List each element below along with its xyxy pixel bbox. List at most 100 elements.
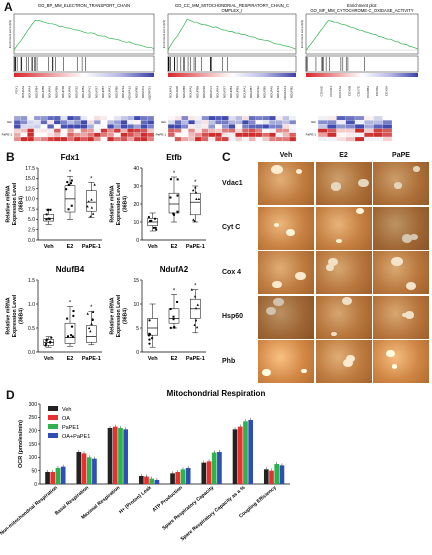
gene-label: NDUFA6 xyxy=(269,86,273,98)
ihc-row-label: Cox 4 xyxy=(222,268,242,276)
heatmap-cell xyxy=(93,132,101,138)
gene-label: NDUFB5 xyxy=(114,86,118,98)
bar xyxy=(274,464,280,484)
y-tick-label: 12.5 xyxy=(25,186,35,192)
ihc-vessel xyxy=(356,207,364,214)
heatmap-cell xyxy=(289,136,297,142)
heatmap-label-veh: Veh xyxy=(161,120,167,124)
heatmap-cell xyxy=(382,132,393,138)
heatmap-cell xyxy=(33,115,41,121)
gene-label: NDUFA13 xyxy=(283,86,287,100)
heatmap-cell xyxy=(127,115,135,121)
bar xyxy=(243,421,248,484)
heatmap-cell xyxy=(140,124,148,129)
heatmap-cell xyxy=(262,128,270,133)
box xyxy=(64,322,76,344)
heatmap-cell xyxy=(27,128,35,133)
heatmap-cell xyxy=(208,115,216,121)
heatmap-cell xyxy=(13,115,21,121)
data-point xyxy=(69,182,72,185)
ihc-vessel xyxy=(358,178,370,188)
heatmap-cell xyxy=(60,132,68,138)
bar xyxy=(185,468,191,484)
gene-label: COX7C xyxy=(357,85,361,96)
gene-label: NDUFS7 xyxy=(222,86,226,98)
heatmap-cell xyxy=(33,128,41,133)
bar xyxy=(55,468,61,484)
gene-label: NDUFA6 xyxy=(48,86,52,98)
ihc-vessel xyxy=(286,228,295,236)
heatmap-cell xyxy=(73,115,81,121)
bar xyxy=(217,452,222,484)
heatmap-cell xyxy=(93,128,101,133)
data-point xyxy=(148,342,151,345)
heatmap-cell xyxy=(364,115,374,121)
bar xyxy=(118,428,123,484)
ihc-image xyxy=(258,295,314,339)
rank-gradient xyxy=(168,73,296,77)
heatmap-cell xyxy=(255,124,263,129)
ihc-image xyxy=(258,251,314,294)
gene-label: NDUFA4 xyxy=(28,86,32,98)
heatmap-cell xyxy=(167,136,175,142)
heatmap-cell xyxy=(345,136,356,142)
heatmap-cell xyxy=(364,136,374,142)
heatmap-cell xyxy=(242,132,249,138)
heatmap-cell xyxy=(73,124,81,129)
heatmap-cell xyxy=(262,136,270,142)
ihc-column-header: E2 xyxy=(339,152,348,159)
heatmap-cell xyxy=(181,124,189,129)
significance-star: * xyxy=(194,284,197,290)
heatmap-cell xyxy=(100,132,108,138)
bar xyxy=(206,461,212,484)
data-point xyxy=(66,181,69,184)
gene-label: NDUFB7 xyxy=(101,86,105,98)
hit-frame xyxy=(167,55,297,73)
heatmap-cell xyxy=(242,128,249,133)
x-tick-label: Non-mitochondrial Respiration xyxy=(0,485,59,537)
heatmap-cell xyxy=(107,120,115,125)
data-point xyxy=(49,208,52,212)
data-point xyxy=(190,288,193,291)
gene-label: NDUFV1 xyxy=(209,86,213,98)
data-point xyxy=(169,178,172,181)
data-point xyxy=(45,218,48,221)
heatmap-cell xyxy=(13,128,21,133)
data-point xyxy=(172,212,175,215)
legend-label: OA xyxy=(62,416,70,422)
gene-label: NDUFA3 xyxy=(168,86,172,98)
heatmap-cell xyxy=(67,124,75,129)
heatmap-cell xyxy=(336,120,346,125)
heatmap-cell xyxy=(60,120,68,125)
heatmap-cell xyxy=(40,115,48,121)
es-plot-frame xyxy=(305,13,419,55)
es-plot-frame xyxy=(13,13,155,55)
heatmap-cell xyxy=(248,120,256,125)
heatmap-cell xyxy=(345,124,356,129)
gsea-title: Enrichment plot: xyxy=(347,3,377,8)
data-point xyxy=(148,319,151,322)
y-axis-label: (36B4) xyxy=(19,308,25,324)
heatmap-cell xyxy=(188,115,196,121)
bar xyxy=(201,462,207,484)
data-point xyxy=(196,303,199,306)
heatmap-cell xyxy=(215,128,222,133)
heatmap-cell xyxy=(40,128,48,133)
ihc-vessel xyxy=(295,169,303,175)
heatmap-cell xyxy=(373,115,383,121)
heatmap-cell xyxy=(317,115,328,121)
data-point xyxy=(152,226,156,229)
significance-star: * xyxy=(90,305,93,311)
data-point xyxy=(49,340,52,343)
heatmap-cell xyxy=(100,120,108,125)
gsea-title: GO_BP_MM_ELECTRON_TRANSPORT_CHAIN xyxy=(38,3,130,8)
heatmap-cell xyxy=(87,136,95,142)
boxplots-svg: Fdx1 0.0 2.5 5.0 7.5 10.0 12.5 15.0 17.5 Relative… xyxy=(6,153,206,362)
heatmap-cell xyxy=(221,115,229,121)
boxplot-title: NdufB4 xyxy=(56,265,85,274)
heatmap-cell xyxy=(364,132,374,138)
heatmap-cell xyxy=(228,136,236,142)
bar xyxy=(81,453,87,484)
heatmap-cell xyxy=(100,136,108,142)
heatmap-cell xyxy=(53,120,61,125)
